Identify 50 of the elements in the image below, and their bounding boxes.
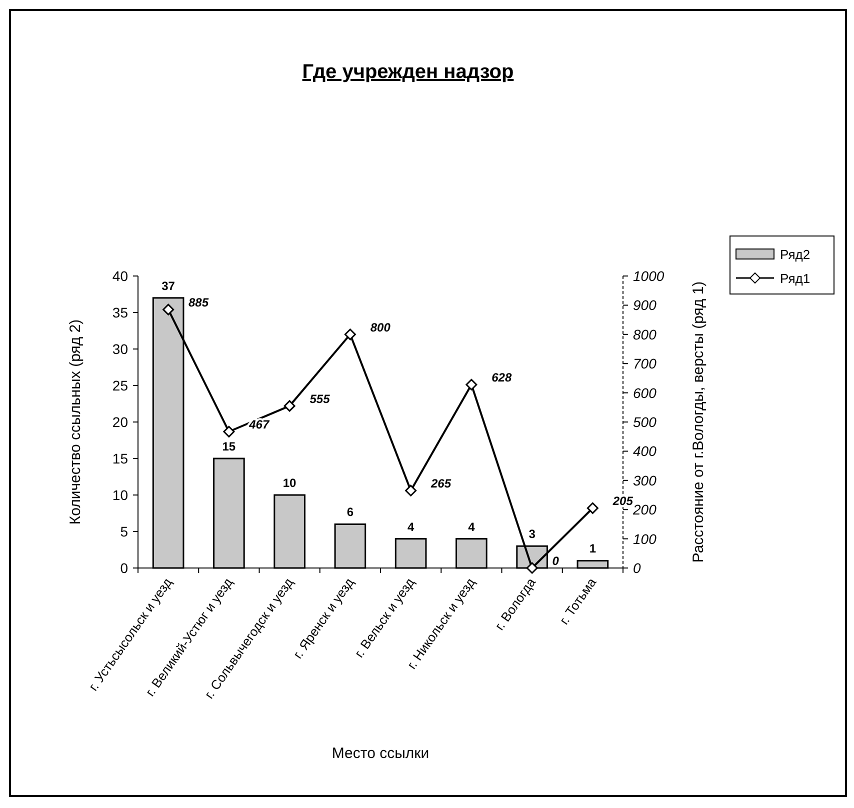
y2-tick-label: 200 [632, 502, 657, 518]
y-tick-label: 10 [112, 487, 128, 503]
y-tick-label: 15 [112, 450, 128, 466]
data-label: 6 [346, 505, 354, 520]
data-label: 0 [552, 554, 560, 568]
data-label: 205 [612, 494, 634, 508]
point [526, 562, 538, 574]
y-axis-title: Количество ссыльных (ряд 2) [67, 319, 84, 525]
y2-tick-label: 0 [633, 560, 641, 576]
point [405, 484, 417, 496]
legend-label: Ряд2 [780, 247, 810, 262]
y-tick-label: 40 [112, 268, 128, 284]
data-label: 3 [528, 527, 536, 542]
y-tick-label: 0 [120, 560, 128, 576]
y2-tick-label: 300 [633, 472, 657, 488]
y2-tick-label: 600 [633, 384, 657, 401]
data-label: 800 [370, 320, 391, 334]
y2-tick-label: 700 [633, 356, 657, 372]
y2-tick-label: 800 [633, 326, 657, 342]
y-tick-label: 5 [120, 524, 128, 540]
y-tick-label: 35 [112, 304, 128, 320]
y2-tick-label: 1000 [633, 268, 664, 284]
y-tick-label: 30 [112, 341, 128, 357]
chart-title: Где учрежден надзор [302, 61, 514, 83]
data-label: 1 [589, 542, 596, 556]
data-label: 4 [407, 520, 414, 534]
y2-tick-label: 400 [633, 443, 657, 460]
data-label: 265 [430, 476, 452, 491]
y2-tick-label: 100 [633, 530, 657, 547]
point [586, 502, 598, 514]
y2-tick-label: 500 [633, 414, 657, 430]
legend-label: Ряд1 [780, 271, 810, 286]
data-label: 10 [282, 476, 297, 490]
data-label: 37 [162, 278, 176, 293]
y-tick-label: 20 [112, 414, 128, 430]
y2-axis-title: Расстояние от г.Вологды, версты (ряд 1) [690, 281, 707, 563]
data-label: 628 [492, 370, 512, 385]
data-label: 555 [310, 392, 330, 406]
point [466, 378, 478, 390]
data-label: 885 [188, 296, 209, 310]
data-label: 467 [248, 418, 270, 432]
point [344, 328, 356, 340]
point [223, 426, 235, 438]
x-axis-title: Место ссылки [332, 745, 430, 762]
point [162, 304, 174, 316]
data-label: 15 [222, 440, 236, 454]
y-tick-label: 25 [112, 378, 128, 394]
y2-tick-label: 900 [633, 297, 657, 314]
point [284, 400, 296, 412]
data-label: 4 [468, 520, 476, 534]
